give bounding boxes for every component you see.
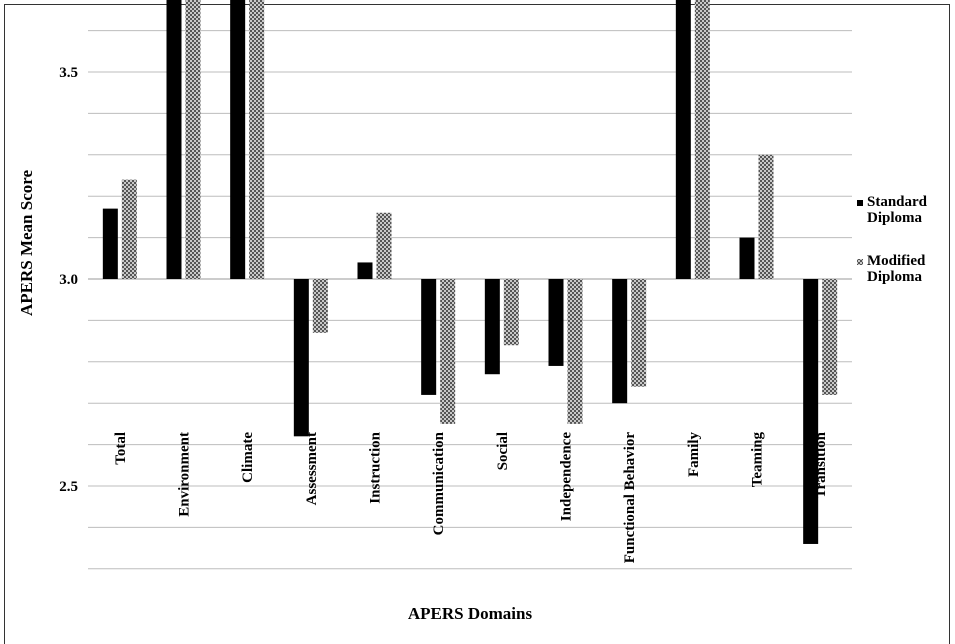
y-tick-label: 2.5 xyxy=(59,479,78,495)
bar-modified-instruction xyxy=(376,212,392,279)
x-tick-label: Communication xyxy=(431,431,447,535)
bar-standard-communication xyxy=(421,279,437,395)
y-axis-title: APERS Mean Score xyxy=(17,170,36,317)
bar-modified-environment xyxy=(185,0,201,280)
bar-modified-independence xyxy=(567,279,583,424)
legend-swatch xyxy=(857,259,863,265)
bar-modified-communication xyxy=(440,279,456,424)
x-tick-label: Transition xyxy=(813,431,829,498)
legend-label: Diploma xyxy=(867,269,923,285)
y-axis-ticks: 2.53.03.54.0 xyxy=(59,65,78,495)
bars xyxy=(102,0,838,544)
bar-standard-climate xyxy=(230,0,246,280)
bar-modified-functional-behavior xyxy=(631,279,647,387)
x-axis-ticks: Total Environment Climate Assessment Instruc… xyxy=(113,431,829,563)
bar-modified-social xyxy=(503,279,519,346)
legend-label: Diploma xyxy=(867,210,923,226)
bar-standard-instruction xyxy=(357,262,373,279)
bar-modified-teaming xyxy=(758,154,774,279)
x-tick-label: Functional Behavior xyxy=(622,432,638,564)
gridlines xyxy=(88,30,852,570)
x-tick-label: Teaming xyxy=(750,432,766,488)
legend-label: Modified xyxy=(867,253,926,269)
legend-label: Standard xyxy=(867,194,928,210)
x-tick-label: Total xyxy=(113,432,129,465)
bar-standard-transition xyxy=(803,279,819,544)
chart-frame xyxy=(4,4,950,644)
legend-swatch xyxy=(857,200,863,206)
y-tick-label: 3.0 xyxy=(59,272,78,288)
bar-standard-social xyxy=(484,279,500,375)
x-tick-label: Instruction xyxy=(368,431,384,503)
bar-standard-total xyxy=(102,208,118,279)
x-tick-label: Family xyxy=(686,432,702,477)
y-tick-label: 3.5 xyxy=(59,65,78,81)
bar-modified-transition xyxy=(822,279,838,395)
bar-standard-independence xyxy=(548,279,564,366)
x-tick-label: Environment xyxy=(177,432,193,517)
bar-standard-assessment xyxy=(293,279,309,437)
bar-standard-family xyxy=(675,0,691,279)
bar-standard-environment xyxy=(166,0,182,279)
x-tick-label: Social xyxy=(495,432,511,470)
bar-modified-total xyxy=(121,179,137,279)
bar-modified-climate xyxy=(249,0,265,279)
bar-modified-assessment xyxy=(312,279,328,333)
bar-standard-teaming xyxy=(739,237,755,279)
x-tick-label: Climate xyxy=(240,432,256,483)
bar-standard-functional-behavior xyxy=(612,279,628,404)
x-tick-label: Assessment xyxy=(304,432,320,505)
x-tick-label: Independence xyxy=(559,432,575,522)
bar-modified-family xyxy=(694,0,710,279)
x-axis-title: APERS Domains xyxy=(408,604,533,623)
